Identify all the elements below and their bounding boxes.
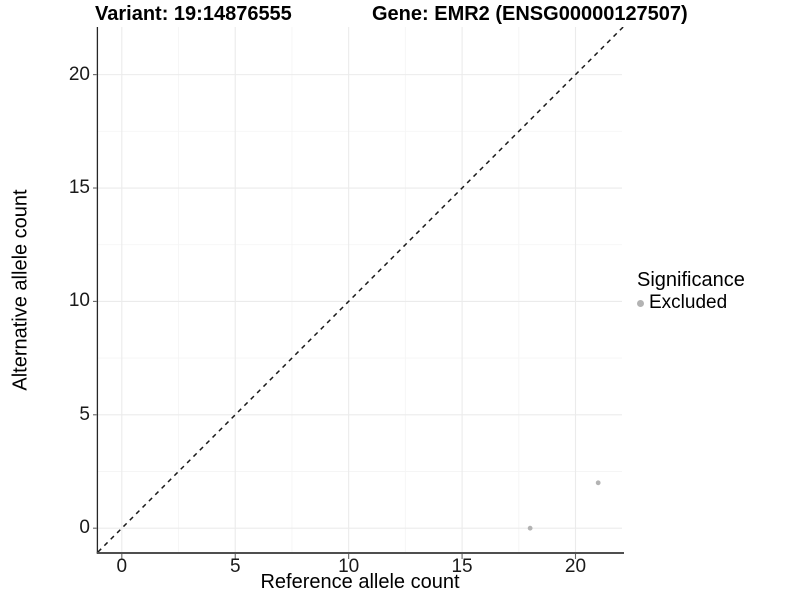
- legend-point-icon: [637, 299, 644, 307]
- data-point: [527, 525, 533, 531]
- x-tick-label: 15: [451, 556, 473, 577]
- y-axis-title: Alternative allele count: [9, 189, 32, 391]
- y-tick-label: 10: [68, 290, 90, 312]
- x-tick-label: 10: [338, 556, 360, 577]
- legend-title: Significance: [637, 269, 745, 291]
- variant-title: Variant: 19:14876555: [95, 3, 292, 25]
- y-tick-label: 15: [68, 177, 90, 198]
- x-tick-label: 0: [116, 556, 128, 577]
- y-tick-label: 5: [79, 403, 90, 425]
- x-tick-label: 5: [229, 556, 241, 577]
- legend: Significance Excluded: [637, 269, 745, 314]
- y-tick-label: 0: [79, 517, 90, 539]
- x-tick-label: 20: [564, 556, 587, 577]
- legend-item-excluded: Excluded: [637, 292, 745, 314]
- scatter-plot-panel: [93, 27, 624, 559]
- data-point: [595, 480, 601, 486]
- gene-title: Gene: EMR2 (ENSG00000127507): [372, 3, 688, 25]
- y-tick-label: 20: [68, 63, 90, 85]
- x-axis-title: Reference allele count: [260, 571, 460, 593]
- legend-item-label: Excluded: [649, 292, 728, 313]
- identity-line: [97, 27, 624, 553]
